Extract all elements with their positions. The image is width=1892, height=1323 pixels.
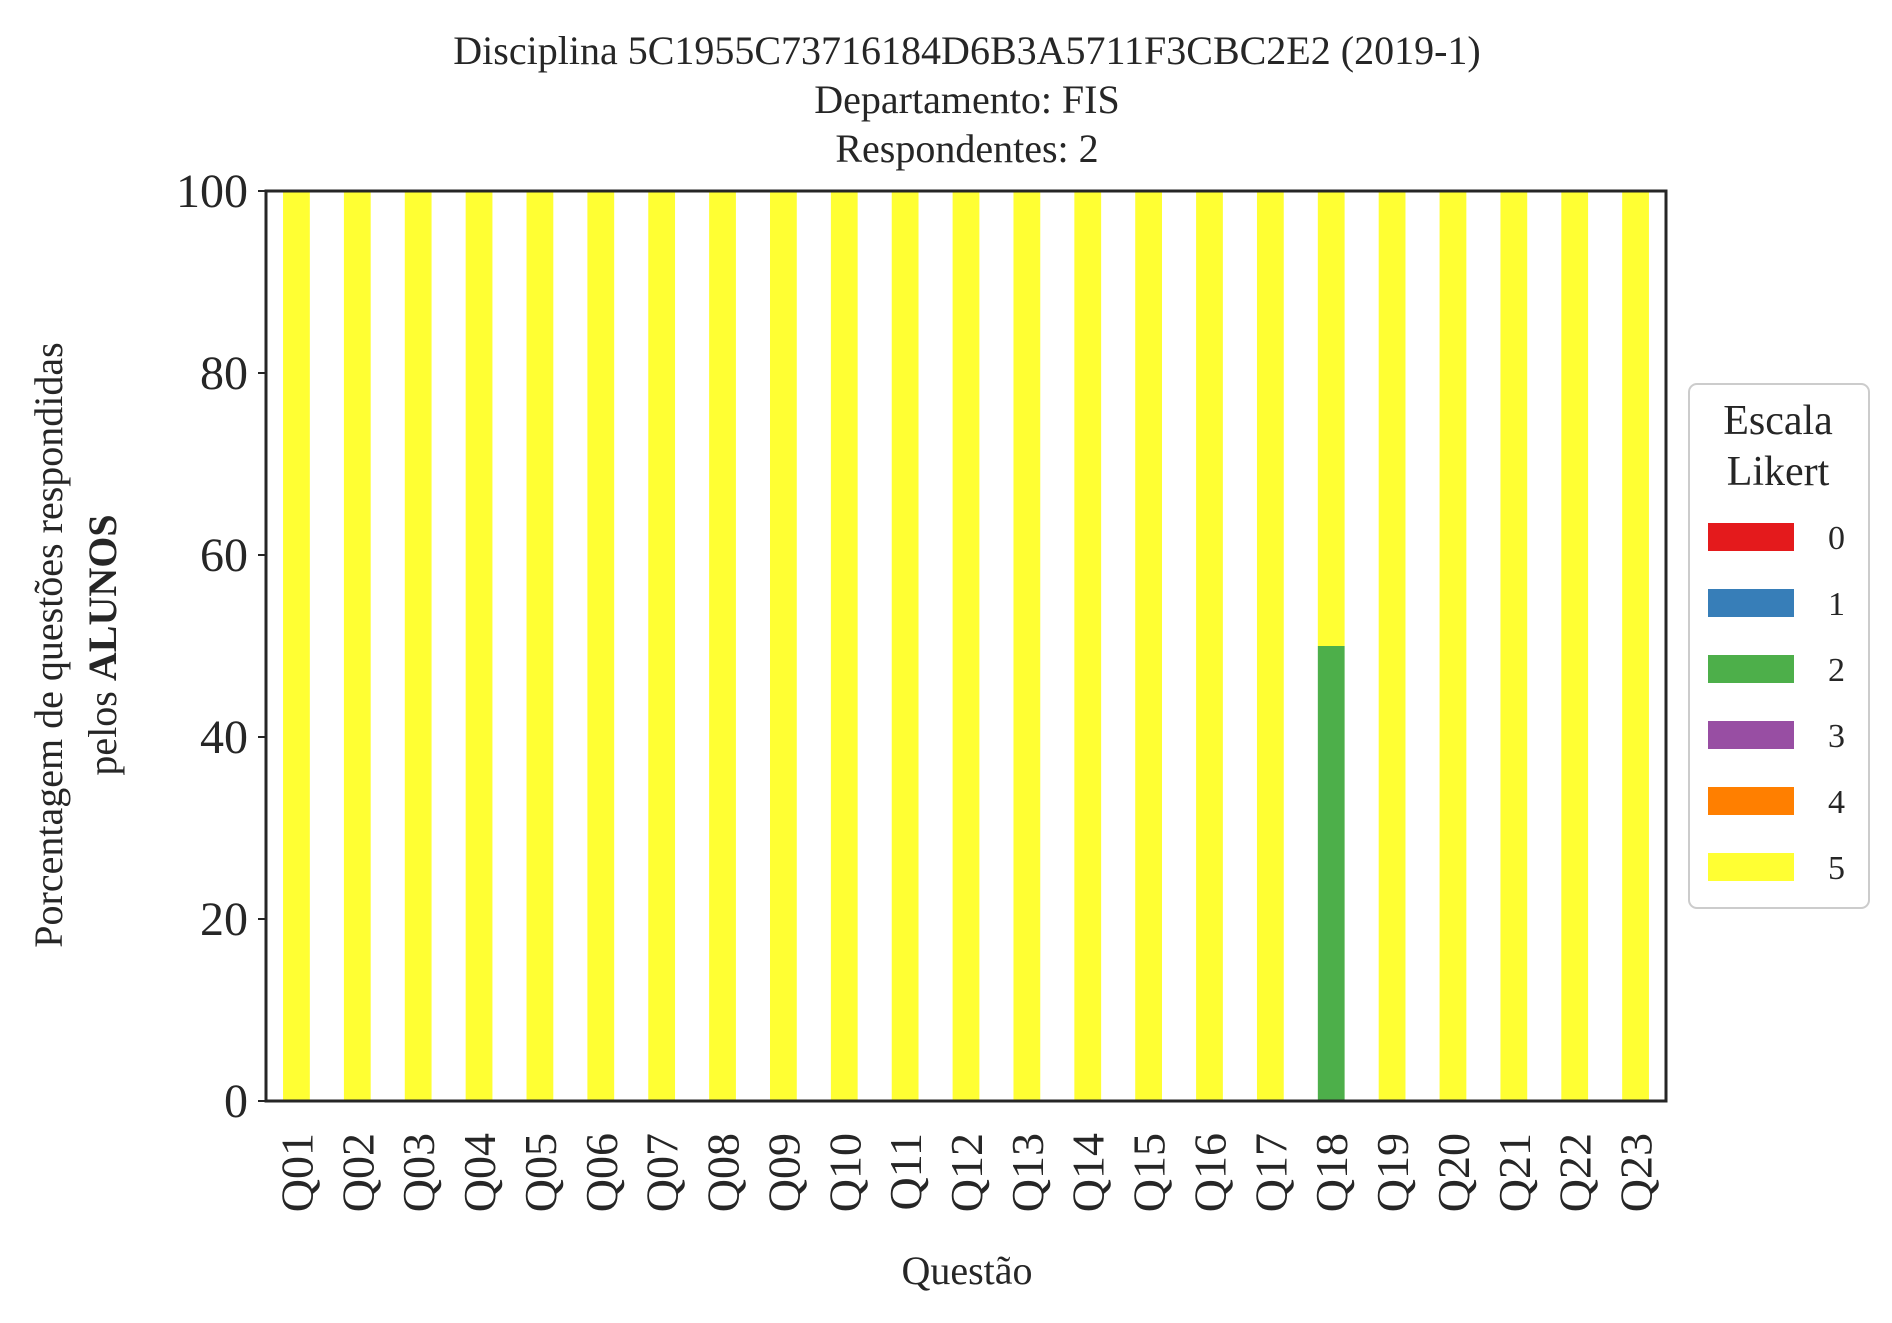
y-axis-label-bold: ALUNOS [80,514,125,681]
bar-Q05-likert-5 [526,191,554,1101]
bar-Q06-likert-5 [587,191,615,1101]
x-tick-label-Q23: Q23 [1611,1133,1662,1212]
legend-swatch-3 [1708,721,1794,749]
bar-Q03-likert-5 [404,191,432,1101]
x-axis-label: Questão [901,1248,1032,1293]
title-line-2: Departamento: FIS [814,77,1120,122]
x-tick-label-Q11: Q11 [880,1133,931,1211]
x-tick-label-Q13: Q13 [1002,1133,1053,1212]
x-tick-label-Q01: Q01 [271,1133,322,1212]
bar-Q18-likert-2 [1317,646,1345,1101]
bar-Q12-likert-5 [952,191,980,1101]
x-tick-label-Q14: Q14 [1063,1133,1114,1212]
y-axis-label-prefix: pelos [80,691,125,775]
y-axis-label-line-1: Porcentagem de questões respondidas [26,342,71,947]
x-tick-label-Q22: Q22 [1550,1133,1601,1212]
bar-Q22-likert-5 [1561,191,1589,1101]
title-line-3: Respondentes: 2 [835,126,1098,171]
bar-Q11-likert-5 [891,191,919,1101]
y-tick-label: 40 [200,711,248,764]
y-axis-label-line-2: pelos ALUNOS [80,514,125,775]
plot-frame [264,189,1668,1103]
bar-Q08-likert-5 [709,191,736,1101]
legend-label-2: 2 [1828,652,1845,689]
y-axis-ticks: 0 20 40 60 80 100 [176,165,266,1128]
x-axis-ticks: Q01 Q02 Q03 Q04 Q05 Q06 Q07 Q08 Q09 Q10 Q11 Q12 Q13 Q… [271,1133,1661,1212]
x-tick-label-Q16: Q16 [1184,1133,1235,1212]
x-tick-label-Q12: Q12 [941,1133,992,1212]
legend-label-4: 4 [1828,784,1845,821]
legend-title-line-2: Likert [1727,449,1830,495]
chart-title: Disciplina 5C1955C73716184D6B3A5711F3CBC… [453,28,1480,171]
legend-label-1: 1 [1828,586,1845,623]
x-tick-label-Q06: Q06 [576,1133,627,1212]
x-tick-label-Q20: Q20 [1428,1133,1479,1212]
legend-swatch-2 [1708,655,1794,683]
y-tick-label: 0 [224,1075,248,1128]
x-tick-label-Q08: Q08 [698,1133,749,1212]
x-tick-label-Q19: Q19 [1367,1133,1418,1212]
bar-Q18-likert-5 [1317,191,1345,646]
bar-Q23-likert-5 [1622,191,1649,1101]
y-tick-label: 20 [200,893,248,946]
x-tick-label-Q15: Q15 [1124,1133,1175,1212]
x-tick-label-Q05: Q05 [515,1133,566,1212]
bars-layer [283,191,1649,1101]
legend-label-5: 5 [1828,850,1845,887]
bar-Q21-likert-5 [1500,191,1528,1101]
legend-swatch-0 [1708,523,1794,551]
legend-swatch-1 [1708,589,1794,617]
x-tick-label-Q17: Q17 [1245,1133,1296,1212]
x-tick-label-Q03: Q03 [393,1133,444,1212]
legend: Escala Likert 0 1 2 3 4 5 [1688,383,1870,909]
bar-Q09-likert-5 [770,191,797,1101]
bar-Q19-likert-5 [1378,191,1406,1101]
x-tick-label-Q04: Q04 [454,1133,505,1212]
bar-Q13-likert-5 [1013,191,1041,1101]
bar-Q16-likert-5 [1196,191,1223,1101]
bar-Q04-likert-5 [465,191,493,1101]
x-tick-label-Q18: Q18 [1306,1133,1357,1212]
y-tick-label: 100 [176,165,248,218]
title-line-1: Disciplina 5C1955C73716184D6B3A5711F3CBC… [453,28,1480,73]
bar-Q01-likert-5 [283,191,310,1101]
bar-Q10-likert-5 [830,191,858,1101]
x-tick-label-Q10: Q10 [819,1133,870,1212]
legend-frame [1688,383,1870,909]
bar-Q07-likert-5 [648,191,676,1101]
x-tick-label-Q02: Q02 [332,1133,383,1212]
legend-label-0: 0 [1828,520,1845,557]
y-tick-label: 80 [200,347,248,400]
bar-Q17-likert-5 [1256,191,1284,1101]
bar-Q14-likert-5 [1074,191,1102,1101]
bar-Q15-likert-5 [1135,191,1162,1101]
legend-swatch-4 [1708,787,1794,815]
y-tick-label: 60 [200,529,248,582]
bar-Q20-likert-5 [1439,191,1467,1101]
legend-items: 0 1 2 3 4 5 [1708,520,1845,887]
bar-Q02-likert-5 [343,191,371,1101]
x-tick-label-Q21: Q21 [1489,1133,1540,1212]
x-tick-label-Q07: Q07 [637,1133,688,1212]
x-tick-label-Q09: Q09 [758,1133,809,1212]
legend-swatch-5 [1708,853,1794,881]
legend-label-3: 3 [1828,718,1845,755]
legend-title-line-1: Escala [1723,398,1833,444]
